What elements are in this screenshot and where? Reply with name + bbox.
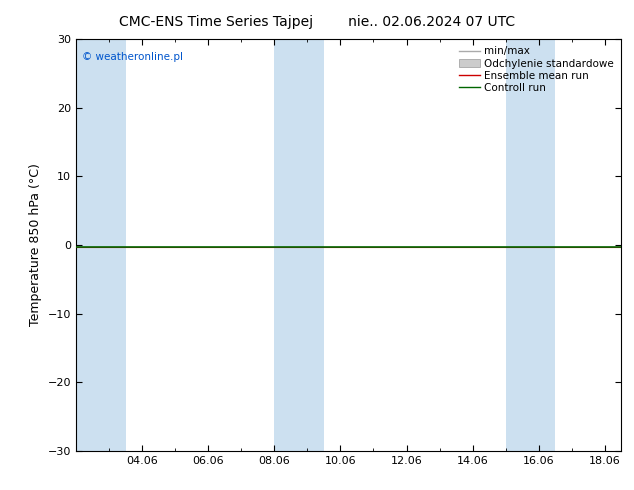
Bar [275,39,324,451]
Bar [76,39,126,451]
Legend: min/max, Odchylenie standardowe, Ensemble mean run, Controll run: min/max, Odchylenie standardowe, Ensembl… [457,45,616,95]
Bar [506,39,555,451]
Text: © weatheronline.pl: © weatheronline.pl [82,51,183,62]
Text: CMC-ENS Time Series Tajpej        nie.. 02.06.2024 07 UTC: CMC-ENS Time Series Tajpej nie.. 02.06.2… [119,15,515,29]
Y-axis label: Temperature 850 hPa (°C): Temperature 850 hPa (°C) [29,164,42,326]
